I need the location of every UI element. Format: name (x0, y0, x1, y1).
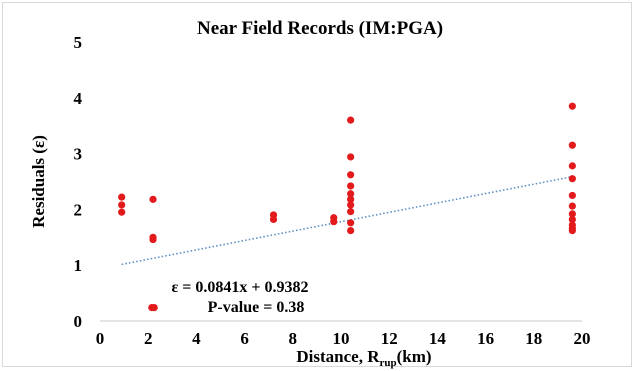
data-point (118, 193, 126, 201)
x-tick-label: 10 (333, 329, 350, 348)
x-tick-label: 18 (525, 329, 542, 348)
y-tick-label: 4 (74, 89, 83, 108)
data-point (149, 195, 157, 203)
data-point (347, 153, 355, 161)
x-tick-label: 20 (574, 329, 591, 348)
x-axis-ticks: 0 2 4 6 8 10 12 14 16 18 20 (96, 329, 591, 348)
chart-title: Near Field Records (IM:PGA) (197, 18, 443, 39)
data-point (347, 227, 355, 235)
data-point (347, 195, 355, 203)
data-point (568, 191, 576, 200)
data-point (347, 201, 355, 209)
y-axis-label: Residuals (ε) (29, 135, 48, 228)
x-tick-label: 6 (240, 329, 249, 348)
x-tick-label: 2 (144, 329, 153, 348)
data-point (568, 215, 576, 224)
y-tick-label: 2 (74, 200, 83, 219)
data-point (568, 141, 576, 149)
chart-frame (2, 2, 632, 367)
data-point (347, 171, 355, 179)
y-tick-label: 3 (74, 145, 83, 164)
x-tick-label: 0 (96, 329, 105, 348)
x-tick-label: 14 (429, 329, 447, 348)
data-point (118, 201, 126, 209)
data-point (347, 190, 355, 198)
data-point (347, 219, 355, 227)
data-point (269, 215, 278, 224)
data-points (118, 102, 576, 312)
data-point (347, 182, 355, 190)
data-point (568, 227, 576, 235)
data-point (330, 218, 338, 226)
y-tick-label: 5 (74, 33, 83, 52)
x-tick-label: 16 (477, 329, 494, 348)
x-tick-label: 8 (289, 329, 298, 348)
data-point (118, 208, 126, 216)
data-point (150, 304, 158, 312)
data-point (568, 102, 576, 110)
y-tick-label: 1 (74, 256, 83, 275)
y-tick-label: 0 (74, 312, 83, 331)
data-point (347, 116, 355, 124)
data-point (568, 202, 576, 210)
x-axis-label-unit: (km) (397, 347, 432, 366)
data-point (149, 235, 157, 244)
data-point (347, 208, 355, 216)
x-tick-label: 12 (381, 329, 398, 348)
x-axis-label: Distance, Rrup(km) (296, 347, 431, 369)
data-point (568, 162, 576, 170)
regression-equation: ε = 0.0841x + 0.9382 (171, 279, 308, 296)
y-axis-ticks: 0 1 2 3 4 5 (74, 33, 83, 331)
data-point (568, 175, 576, 183)
x-axis-label-main: Distance, R (296, 347, 380, 366)
x-axis-label-sub: rup (380, 357, 397, 369)
data-point (568, 210, 576, 218)
trendline (121, 175, 573, 266)
x-tick-label: 4 (192, 329, 201, 348)
p-value-label: P-value = 0.38 (208, 299, 305, 316)
